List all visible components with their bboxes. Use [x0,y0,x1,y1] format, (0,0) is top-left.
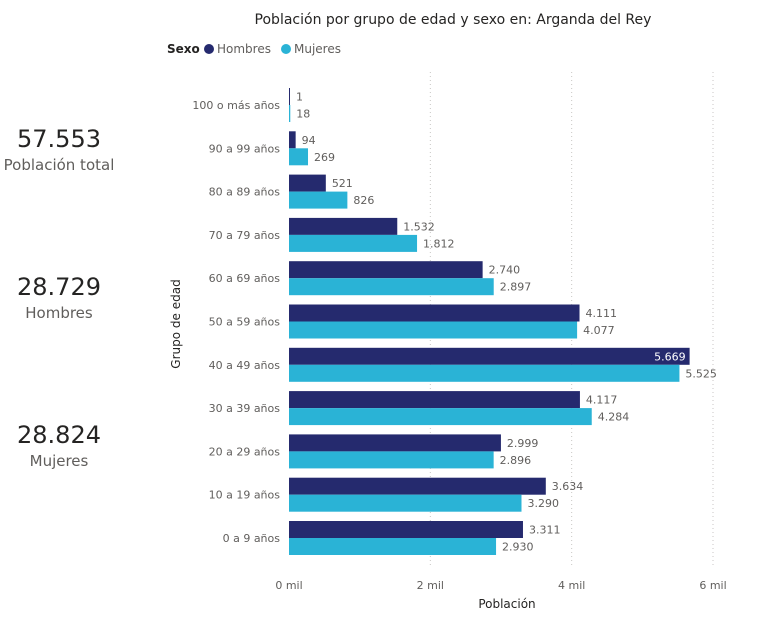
data-label: 4.077 [583,324,615,337]
kpi-mujeres: 28.824 Mujeres [0,420,118,472]
kpi-value: 28.824 [17,421,101,449]
y-tick-label: 20 a 29 años [209,445,281,458]
bar-mujeres[interactable] [289,105,291,122]
y-tick-label: 70 a 79 años [209,229,281,242]
x-tick-labels: 0 mil 2 mil 4 mil 6 mil [275,579,726,592]
data-label: 94 [302,134,316,147]
x-tick-label: 0 mil [275,579,302,592]
bar-mujeres[interactable] [289,451,494,469]
x-tick-label: 4 mil [558,579,585,592]
bar-mujeres[interactable] [289,148,309,166]
bar-mujeres[interactable] [289,538,497,555]
chart-title: Población por grupo de edad y sexo en: A… [255,12,652,28]
bar-hombres[interactable] [289,131,296,149]
data-label: 2.740 [489,264,521,277]
data-label: 5.525 [685,367,717,380]
bar-mujeres[interactable] [289,278,494,296]
kpi-label: Mujeres [29,452,89,470]
legend-label-mujeres[interactable]: Mujeres [294,42,341,56]
bar-hombres[interactable] [289,174,326,192]
y-tick-label: 90 a 99 años [209,142,281,155]
data-label: 4.284 [598,411,630,424]
data-label: 4.117 [586,394,618,407]
kpi-value: 57.553 [17,125,101,153]
bar-mujeres[interactable] [289,408,592,426]
kpi-poblacion-total: 57.553 Población total [0,124,118,176]
data-label: 2.930 [502,541,534,554]
kpi-value: 28.729 [17,273,101,301]
y-tick-label: 100 o más años [192,99,280,112]
bar-hombres[interactable] [289,521,523,538]
data-label: 1 [296,91,303,104]
kpi-label: Población total [3,156,115,174]
data-label: 826 [353,194,374,207]
legend-marker-mujeres [281,44,291,54]
x-axis-title: Población [478,597,535,611]
bar-mujeres[interactable] [289,321,578,339]
bar-hombres[interactable] [289,261,483,279]
bar-hombres[interactable] [289,304,580,322]
data-label: 2.897 [500,281,531,294]
legend-title: Sexo [167,42,200,56]
y-tick-label: 40 a 49 años [209,359,281,372]
data-label: 2.896 [500,454,531,467]
data-label: 3.290 [527,497,559,510]
x-tick-label: 6 mil [699,579,726,592]
bar-hombres[interactable] [289,391,580,409]
x-tick-label: 2 mil [417,579,444,592]
y-axis-title: Grupo de edad [169,279,183,368]
data-label: 5.669 [654,350,686,363]
kpi-label: Hombres [25,304,93,322]
data-label: 1.532 [403,220,435,233]
bar-hombres[interactable] [289,477,546,495]
y-tick-label: 10 a 19 años [209,489,281,502]
data-label: 2.999 [507,437,539,450]
legend[interactable]: Sexo Hombres Mujeres [167,42,341,56]
bar-hombres[interactable] [289,434,501,452]
bar-mujeres[interactable] [289,191,348,209]
bar-mujeres[interactable] [289,364,680,382]
data-label: 18 [296,108,310,121]
bar-hombres[interactable] [289,347,690,365]
legend-marker-hombres [204,44,214,54]
y-tick-label: 80 a 89 años [209,186,281,199]
data-label: 1.812 [423,237,455,250]
legend-label-hombres[interactable]: Hombres [217,42,271,56]
data-label: 3.634 [552,480,584,493]
kpi-hombres: 28.729 Hombres [0,272,118,324]
bar-mujeres[interactable] [289,494,522,512]
y-tick-label: 50 a 59 años [209,316,281,329]
y-tick-label: 60 a 69 años [209,272,281,285]
data-label: 269 [314,151,335,164]
y-tick-label: 0 a 9 años [223,532,281,545]
bar-hombres[interactable] [289,88,290,105]
data-label: 3.311 [529,524,561,537]
y-tick-label: 30 a 39 años [209,402,281,415]
bar-hombres[interactable] [289,217,398,235]
data-label: 521 [332,177,353,190]
y-tick-labels: 100 o más años 90 a 99 años 80 a 89 años 70… [192,99,280,545]
bar-mujeres[interactable] [289,234,418,252]
data-label: 4.111 [586,307,618,320]
